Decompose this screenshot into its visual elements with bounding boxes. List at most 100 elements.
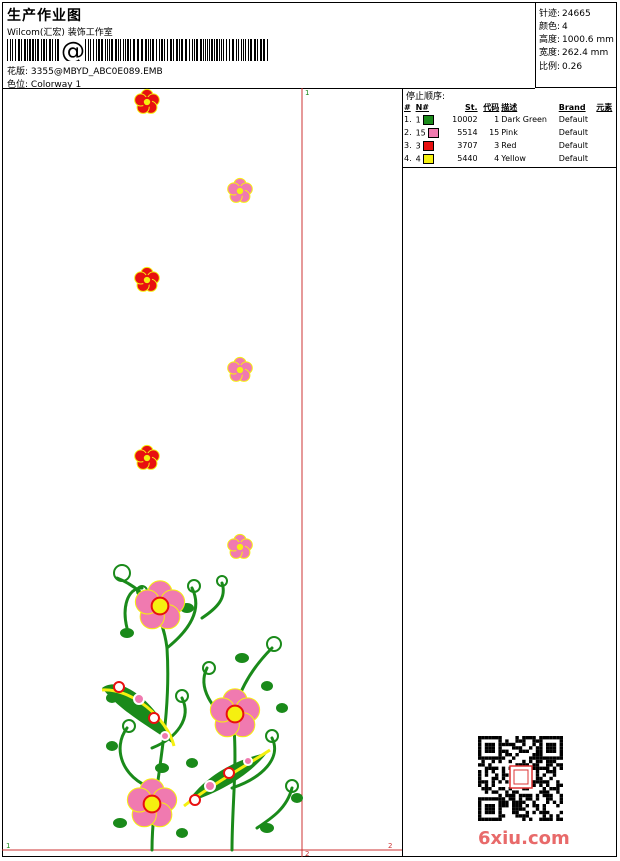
row-stitches: 3707 [457,141,478,150]
stop-sequence-title: 停止顺序: [406,92,446,102]
row-needle: 4 [415,152,446,165]
barcode-bar [41,39,42,61]
info-height: 高度: 1000.6 mm [539,35,614,45]
barcode-bar [93,39,94,61]
row-brand: Default [558,141,588,150]
barcode-bar [209,39,210,61]
barcode-bar [203,39,204,61]
barcode-bar [214,39,215,61]
barcode: @ [7,39,268,61]
barcode-bar [27,39,28,61]
barcode-bar [196,39,198,61]
design-artwork: 1 1 2 2 [2,88,402,858]
barcode-bar [150,39,151,61]
row-description: Dark Green [501,115,548,124]
barcode-bar [105,39,106,61]
design-value: 3355@MBYD_ABC0E089.EMB [30,67,163,77]
barcode-bar [15,39,16,61]
color-swatch [423,153,435,164]
barcode-bar [263,39,265,61]
barcode-bar [29,39,31,61]
colorway-value: Colorway 1 [30,80,82,90]
company-name: Wilcom(汇宏) 装饰工作室 [7,28,113,38]
row-elements [595,126,617,139]
barcode-bar [98,39,100,61]
info-scale: 比例: 0.26 [539,62,583,72]
small-flower-pink [227,177,253,203]
barcode-bar [152,39,154,61]
barcode-bar [194,39,195,61]
info-stitches: 针迹: 24665 [539,9,591,19]
row-stitches: 5440 [457,154,478,163]
barcode-bar [37,39,39,61]
barcode-bar [43,39,45,61]
barcode-bar [267,39,268,61]
barcode-bar [159,39,160,61]
design-row: 花版: 3355@MBYD_ABC0E089.EMB [7,64,163,77]
row-brand: Default [558,154,588,163]
row-needle: 15 [415,126,446,139]
barcode-bar [145,39,147,61]
row-code: 15 [489,128,500,137]
col-code: 代码 [483,102,500,112]
row-description: Pink [501,128,518,137]
barcode-bar [241,39,242,61]
barcode-bar [120,39,121,61]
svg-text:@: @ [61,39,85,61]
row-description: Red [501,141,517,150]
barcode-bar [260,39,262,61]
barcode-bar [176,39,178,61]
divider [403,167,617,168]
barcode-bar [254,39,256,61]
barcode-bar [243,39,244,61]
table-row: 3. 3 3707 3 Red Default [403,139,617,152]
barcode-bar [111,39,113,61]
color-swatch [423,140,435,151]
table-header-row: # N# St. 代码 描述 Brand 元素 [403,101,617,113]
small-flower-pink [227,533,253,559]
barcode-bar [248,39,249,61]
barcode-bar [125,39,126,61]
barcode-bar [148,39,149,61]
row-elements [595,139,617,152]
row-brand: Default [558,115,588,124]
barcode-bar [167,39,168,61]
row-brand: Default [558,128,588,137]
barcode-bar [123,39,124,61]
barcode-bar [257,39,258,61]
barcode-bar [24,39,26,61]
table-row: 1. 1 10002 1 Dark Green Default [403,113,617,126]
barcode-bar [232,39,234,61]
barcode-bar [181,39,183,61]
barcode-bar [96,39,97,61]
barcode-bar [32,39,34,61]
row-code: 4 [494,154,500,163]
col-index: # [404,102,411,112]
corner-mark-bottom-left: 1 [6,842,10,850]
barcode-bar [7,39,8,61]
col-elements: 元素 [596,102,613,112]
barcode-bar [156,39,157,61]
barcode-bar [192,39,193,61]
info-width: 宽度: 262.4 mm [539,48,609,58]
row-needle: 3 [415,139,446,152]
barcode-bar [127,39,129,61]
design-canvas: 1 1 2 2 [2,88,403,858]
barcode-bar [164,39,165,61]
small-flower-pink [227,356,253,382]
barcode-bar [179,39,180,61]
barcode-bar [18,39,20,61]
barcode-bar [229,39,230,61]
large-flower [134,580,186,630]
stop-sequence-table: # N# St. 代码 描述 Brand 元素 1. 1 10002 1 Dar… [403,101,617,165]
info-box: 针迹: 24665 颜色: 4 高度: 1000.6 mm 宽度: 262.4 mm 比… [535,2,617,88]
col-stitches: St. [464,102,478,112]
barcode-bar [250,39,252,61]
barcode-bar [52,39,53,61]
barcode-bar [88,39,89,61]
barcode-bar [12,39,13,61]
stop-sequence-panel: 停止顺序: # N# St. 代码 描述 Brand 元素 1. 1 10002… [403,88,617,857]
barcode-bar [133,39,135,61]
col-description: 描述 [501,102,518,112]
barcode-bar [101,39,103,61]
